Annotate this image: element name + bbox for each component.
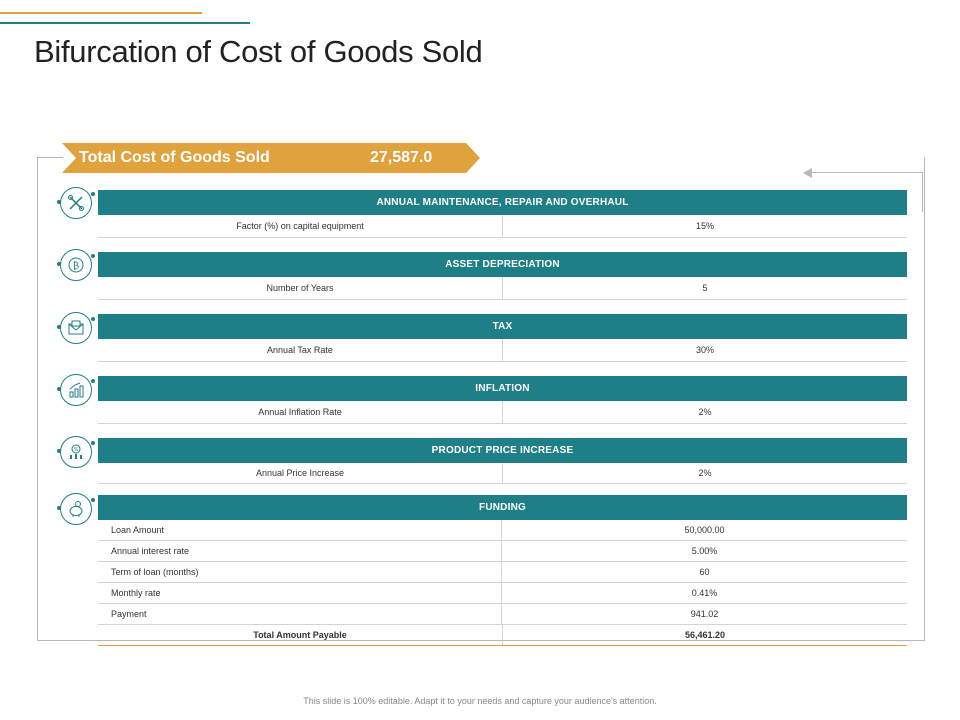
- row-label: Number of Years: [98, 277, 503, 299]
- row-value: 2%: [698, 407, 712, 417]
- table-row: Factor (%) on capital equipment 15%: [98, 215, 907, 238]
- footer-note: This slide is 100% editable. Adapt it to…: [303, 696, 657, 706]
- row-label: Payment: [98, 604, 502, 624]
- row-value: 60: [699, 567, 710, 577]
- table-row: Annual Tax Rate 30%: [98, 339, 907, 362]
- price-percent-icon: %: [57, 436, 95, 468]
- row-label: Term of loan (months): [98, 562, 502, 582]
- row-value: 30%: [695, 345, 714, 355]
- row-label: Annual interest rate: [98, 541, 502, 561]
- row-label: Annual Tax Rate: [98, 339, 503, 361]
- tools-icon: [57, 187, 95, 219]
- row-value: 0.41%: [691, 588, 718, 598]
- frame-connector-right: [806, 172, 923, 173]
- total-cogs-banner: Total Cost of Goods Sold 27,587.0: [62, 143, 480, 173]
- table-row: Monthly rate 0.41%: [98, 583, 907, 604]
- piggy-bank-icon: [57, 493, 95, 525]
- table-row: Loan Amount 50,000.00: [98, 520, 907, 541]
- section-heading: PRODUCT PRICE INCREASE: [98, 438, 907, 463]
- content-frame: [37, 157, 925, 641]
- row-value: 50,000.00: [684, 525, 725, 535]
- section-heading: INFLATION: [98, 376, 907, 401]
- row-label: Loan Amount: [98, 520, 502, 540]
- row-label: Monthly rate: [98, 583, 502, 603]
- banner-value: 27,587.0: [370, 149, 433, 166]
- row-label: Total Amount Payable: [98, 625, 503, 645]
- section-maintenance: ANNUAL MAINTENANCE, REPAIR AND OVERHAUL …: [98, 190, 907, 238]
- arrow-left-icon: [803, 168, 812, 178]
- section-inflation: INFLATION Annual Inflation Rate 2%: [98, 376, 907, 424]
- tax-envelope-icon: [57, 312, 95, 344]
- frame-connector-vertical: [922, 172, 923, 212]
- accent-line-teal: [0, 22, 250, 24]
- row-label: Annual Price Increase: [98, 463, 503, 483]
- table-row: Annual Price Increase 2%: [98, 463, 907, 484]
- table-row: Term of loan (months) 60: [98, 562, 907, 583]
- section-heading: FUNDING: [98, 495, 907, 520]
- row-value: 941.02: [690, 609, 719, 619]
- table-row: Payment 941.02: [98, 604, 907, 625]
- bitcoin-icon: ₿: [57, 249, 95, 281]
- page-title: Bifurcation of Cost of Goods Sold: [34, 34, 483, 69]
- banner-label: Total Cost of Goods Sold: [79, 149, 270, 166]
- row-label: Factor (%) on capital equipment: [98, 215, 503, 237]
- table-row: Annual interest rate 5.00%: [98, 541, 907, 562]
- section-depreciation: ASSET DEPRECIATION Number of Years 5: [98, 252, 907, 300]
- section-tax: TAX Annual Tax Rate 30%: [98, 314, 907, 362]
- total-row: Total Amount Payable 56,461.20: [98, 625, 907, 646]
- row-label: Annual Inflation Rate: [98, 401, 503, 423]
- growth-chart-icon: [57, 374, 95, 406]
- table-row: Number of Years 5: [98, 277, 907, 300]
- svg-text:%: %: [74, 447, 79, 453]
- accent-line-orange: [0, 12, 202, 14]
- svg-text:₿: ₿: [73, 261, 79, 272]
- row-value: 2%: [698, 468, 712, 478]
- banner-shape: [62, 143, 480, 173]
- row-value: 15%: [695, 221, 714, 231]
- section-funding: FUNDING Loan Amount 50,000.00 Annual int…: [98, 495, 907, 646]
- section-heading: ASSET DEPRECIATION: [98, 252, 907, 277]
- row-value: 5.00%: [691, 546, 718, 556]
- table-row: Annual Inflation Rate 2%: [98, 401, 907, 424]
- frame-connector: [37, 157, 63, 158]
- row-value: 5: [702, 283, 708, 293]
- section-price-increase: PRODUCT PRICE INCREASE Annual Price Incr…: [98, 438, 907, 484]
- section-heading: TAX: [98, 314, 907, 339]
- section-heading: ANNUAL MAINTENANCE, REPAIR AND OVERHAUL: [98, 190, 907, 215]
- row-value: 56,461.20: [684, 630, 726, 640]
